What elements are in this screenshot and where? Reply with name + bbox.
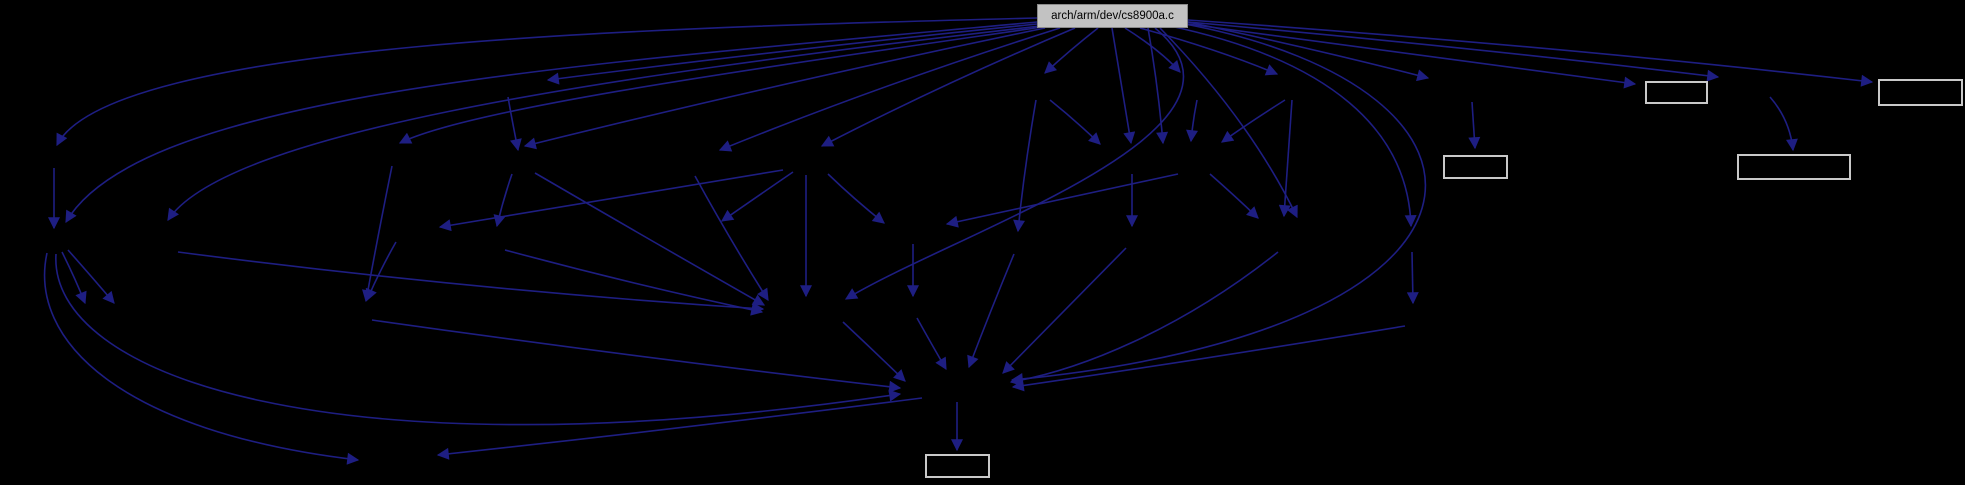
edge-hubM2-to-n8 — [438, 169, 784, 232]
edge-hubM1-to-hubC1 — [694, 175, 769, 302]
edge-hubG2-to-hubJ — [1209, 173, 1259, 219]
edge-hub18-to-boxD — [1769, 96, 1798, 152]
edge-root-to-mid-left — [398, 26, 1043, 144]
edge-root-right-sweep-C1 — [844, 27, 1185, 300]
edge-root-to-boxA — [1187, 23, 1637, 89]
edge-root-to-hub17 — [1187, 21, 1430, 82]
edge-n9-to-hubH — [967, 253, 1015, 369]
edge-n10-to-hubH — [1002, 247, 1127, 374]
graph-node-boxA[interactable] — [1645, 81, 1708, 104]
edge-n2-to-n3 — [61, 251, 87, 305]
edge-hub6-to-hubC1 — [534, 172, 766, 306]
edge-root-to-hub6 — [523, 27, 1046, 150]
graph-root-node[interactable]: arch/arm/dev/cs8900a.c — [1037, 4, 1188, 28]
edge-hubM2-to-n14 — [721, 171, 794, 222]
edge-n8-to-n13 — [365, 241, 397, 302]
edge-root-to-hubG1 — [1111, 27, 1136, 145]
edge-root-to-hubM1 — [718, 27, 1061, 152]
edge-root-to-hubJ — [1159, 27, 1298, 219]
edge-root-to-hubG2 — [1147, 27, 1169, 145]
edge-hub16-to-hub6 — [507, 96, 522, 152]
edge-root-to-hubP1 — [1124, 27, 1181, 73]
edge-hubF-to-hubG1 — [1049, 99, 1101, 145]
edge-n7-to-hubC1 — [504, 249, 764, 316]
edge-hub5-to-hubC1 — [177, 251, 765, 315]
edge-root-to-hubF — [1044, 27, 1099, 74]
graph-node-boxD[interactable] — [1737, 154, 1851, 180]
edge-n2-to-n12 — [43, 252, 360, 465]
edge-root-to-hub18 — [1187, 21, 1720, 82]
edge-n19-to-hubH — [916, 317, 947, 371]
edge-n2-to-hubH — [55, 253, 902, 426]
edge-hubP2-to-hubJ — [1278, 99, 1293, 218]
edge-root-to-hubM2 — [820, 27, 1076, 147]
edge-hub6-to-n7 — [493, 173, 513, 228]
edge-root-to-left-hub — [167, 25, 1041, 221]
edge-root-to-upper-mid — [546, 23, 1038, 85]
edge-root-right-sweep-H — [1010, 23, 1427, 385]
edge-hubP1-to-hubG2 — [1186, 99, 1198, 143]
edge-hubG2-to-n11 — [945, 173, 1179, 228]
edge-n13-to-hubH — [371, 319, 902, 393]
edge-hubK1-to-hubK2 — [1406, 251, 1419, 305]
edge-hub17-to-boxC — [1468, 101, 1481, 150]
graph-node-boxB[interactable] — [1878, 79, 1963, 106]
edge-hubM2-to-n11 — [827, 173, 885, 224]
edge-hubP2-to-hubG2 — [1221, 99, 1286, 143]
edge-hubC1-to-hubH — [842, 321, 906, 382]
edge-root-to-hubP2 — [1139, 27, 1279, 76]
edge-hubJ-to-hubH — [1009, 251, 1279, 387]
edge-root-to-hubK1 — [1169, 25, 1417, 228]
graph-root-label: arch/arm/dev/cs8900a.c — [1051, 10, 1174, 22]
graph-node-boxE[interactable] — [925, 454, 990, 478]
edge-hubK2-to-hubH — [1011, 325, 1406, 392]
edge-n2-to-n4 — [67, 249, 115, 304]
edge-hubF-to-n9 — [1013, 99, 1037, 233]
edge-hubH-to-n12 — [436, 397, 923, 460]
edge-n15-to-n13 — [362, 165, 393, 303]
edge-root-to-far-left-1 — [56, 17, 1038, 147]
edge-root-to-boxB — [1187, 19, 1874, 87]
graph-node-boxC[interactable] — [1443, 155, 1508, 179]
edge-root-to-far-left-2 — [65, 21, 1038, 224]
